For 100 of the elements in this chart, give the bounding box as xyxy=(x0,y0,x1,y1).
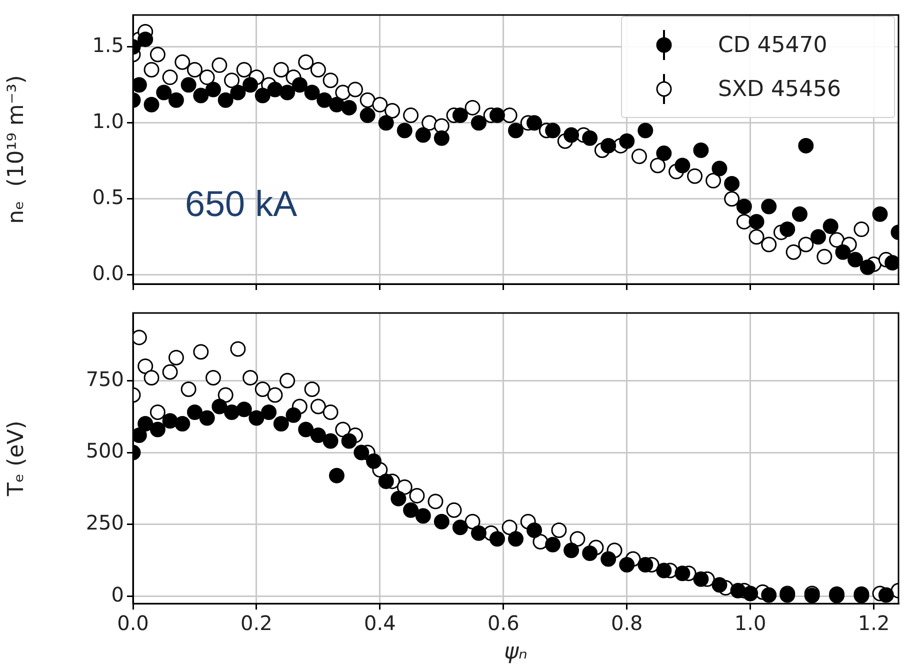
point xyxy=(138,32,154,48)
point xyxy=(248,410,264,426)
point xyxy=(254,88,270,104)
x-tick-label: 0.0 xyxy=(117,610,149,635)
point xyxy=(304,381,320,397)
x-tick-label: 1.2 xyxy=(858,610,890,635)
point xyxy=(236,62,252,78)
point xyxy=(434,130,450,146)
point xyxy=(712,577,728,593)
point xyxy=(206,82,222,98)
point xyxy=(502,108,518,124)
point xyxy=(150,422,166,438)
point xyxy=(822,218,838,234)
point xyxy=(199,410,215,426)
point xyxy=(273,416,289,432)
y-tick-label: 500 xyxy=(86,438,124,463)
point xyxy=(322,404,338,420)
point xyxy=(372,96,388,112)
point xyxy=(261,404,277,420)
point xyxy=(792,206,808,222)
point xyxy=(224,72,240,88)
point xyxy=(570,531,586,547)
point xyxy=(829,232,845,248)
point xyxy=(816,248,832,264)
point xyxy=(835,244,851,260)
point xyxy=(545,536,561,552)
point xyxy=(600,138,616,154)
point xyxy=(150,46,166,62)
point xyxy=(280,372,296,388)
point xyxy=(872,206,888,222)
x-tick-label: 0.4 xyxy=(364,610,396,635)
x-axis-title: ψₙ xyxy=(504,640,528,665)
point xyxy=(180,77,196,93)
annotation: 650 kA xyxy=(185,182,298,224)
point xyxy=(656,562,672,578)
point xyxy=(174,416,190,432)
point xyxy=(748,214,764,230)
point xyxy=(693,142,709,158)
legend-label: CD 45470 xyxy=(718,32,828,58)
point xyxy=(162,413,178,429)
point xyxy=(409,488,425,504)
point xyxy=(322,72,338,88)
point xyxy=(156,84,172,100)
point xyxy=(384,102,400,118)
point xyxy=(360,92,376,108)
point xyxy=(218,92,234,108)
x-tick-label: 0.8 xyxy=(610,610,643,635)
point xyxy=(848,252,864,268)
point xyxy=(162,364,178,380)
point xyxy=(378,474,394,490)
point xyxy=(761,236,777,252)
point xyxy=(144,370,160,386)
y-tick-label: 750 xyxy=(86,366,124,391)
point xyxy=(242,370,258,386)
point xyxy=(174,54,190,70)
point xyxy=(316,92,332,108)
y-tick-label: 0 xyxy=(111,582,124,607)
point xyxy=(470,115,486,131)
point xyxy=(230,341,246,357)
point xyxy=(693,571,709,587)
point xyxy=(360,108,376,124)
point xyxy=(242,77,258,93)
x-tick-label: 0.2 xyxy=(240,610,272,635)
point xyxy=(724,176,740,192)
point xyxy=(674,566,690,582)
point xyxy=(186,404,202,420)
y-axis-title: nₑ (10¹⁹ m⁻³) xyxy=(4,75,29,224)
point xyxy=(428,494,444,510)
point xyxy=(452,520,468,536)
point xyxy=(186,62,202,78)
point xyxy=(212,57,228,73)
point xyxy=(489,108,505,124)
point xyxy=(378,115,394,131)
point xyxy=(168,350,184,366)
point xyxy=(798,138,814,154)
point xyxy=(656,146,672,162)
point xyxy=(304,84,320,100)
point xyxy=(403,108,419,124)
point xyxy=(526,522,542,538)
point xyxy=(298,54,314,70)
y-tick-label: 0.5 xyxy=(92,185,124,210)
point xyxy=(403,502,419,518)
point xyxy=(390,490,406,506)
point xyxy=(674,158,690,174)
point xyxy=(396,122,412,138)
point xyxy=(748,229,764,245)
point xyxy=(150,404,166,420)
point xyxy=(619,557,635,573)
point xyxy=(206,370,222,386)
point xyxy=(328,96,344,112)
point xyxy=(224,404,240,420)
point xyxy=(280,84,296,100)
point xyxy=(452,108,468,124)
point xyxy=(322,433,338,449)
point xyxy=(415,508,431,524)
point xyxy=(341,100,357,116)
point xyxy=(286,407,302,423)
point xyxy=(341,433,357,449)
point xyxy=(470,525,486,541)
point xyxy=(736,198,752,214)
